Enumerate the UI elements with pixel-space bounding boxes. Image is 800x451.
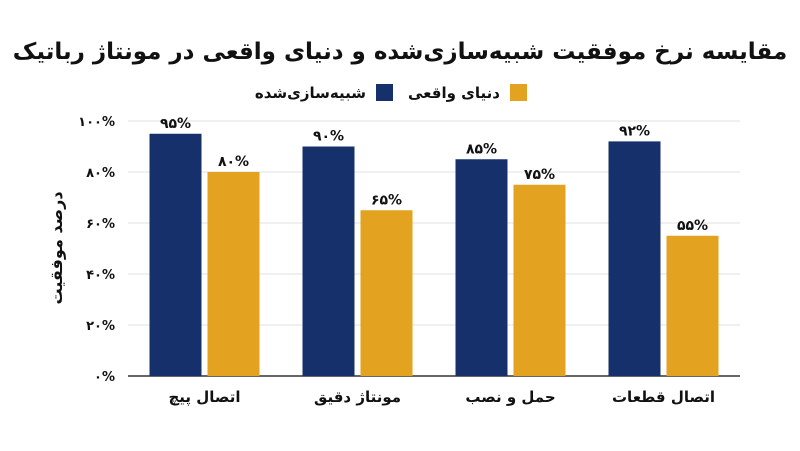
bar-real-world — [207, 172, 260, 376]
x-tick-label: مونتاژ دقیق — [314, 388, 401, 406]
bar-value-label: ۶۵% — [371, 192, 402, 208]
bar-value-label: ۷۵% — [524, 167, 555, 183]
y-tick-label: ۰% — [94, 370, 115, 385]
bar-simulated — [149, 133, 202, 376]
x-tick-label: اتصال قطعات — [612, 388, 715, 406]
bar-simulated — [455, 159, 508, 376]
legend-label: دنیای واقعی — [408, 84, 500, 102]
bar-real-world — [666, 235, 719, 376]
bar-simulated — [608, 141, 661, 376]
legend: شبیه‌سازی‌شده دنیای واقعی — [255, 84, 527, 102]
bar-value-label: ۸۵% — [466, 141, 497, 157]
legend-swatch — [510, 84, 527, 101]
bar-value-label: ۵۵% — [677, 218, 708, 234]
y-axis-label: درصد موفقیت — [47, 191, 66, 304]
legend-swatch — [376, 84, 393, 101]
chart-title: مقایسه نرخ موفقیت شبیه‌سازی‌شده و دنیای … — [13, 39, 787, 65]
x-tick-label: حمل و نصب — [465, 388, 555, 406]
y-tick-label: ۸۰% — [86, 166, 115, 181]
y-tick-label: ۱۰۰% — [78, 115, 115, 130]
bar-value-label: ۸۰% — [218, 154, 249, 170]
y-tick-label: ۶۰% — [86, 217, 115, 232]
bar-value-label: ۹۵% — [160, 116, 191, 132]
bar-value-label: ۹۰% — [313, 129, 344, 145]
bar-simulated — [302, 146, 355, 376]
bars — [149, 133, 719, 376]
bar-real-world — [513, 184, 566, 376]
y-tick-label: ۲۰% — [86, 319, 115, 334]
y-axis-ticks: ۰% ۲۰% ۴۰% ۶۰% ۸۰% ۱۰۰% — [78, 115, 115, 385]
x-tick-label: اتصال پیچ — [169, 388, 241, 407]
x-axis-ticks: اتصال پیچ مونتاژ دقیق حمل و نصب اتصال قطعات — [169, 388, 716, 407]
bar-value-label: ۹۲% — [619, 123, 650, 139]
bar-real-world — [360, 210, 413, 376]
y-tick-label: ۴۰% — [86, 268, 115, 283]
legend-label: شبیه‌سازی‌شده — [255, 84, 366, 102]
bar-value-labels: ۹۵% ۸۰% ۹۰% ۶۵% ۸۵% ۷۵% ۹۲% ۵۵% — [160, 116, 708, 234]
